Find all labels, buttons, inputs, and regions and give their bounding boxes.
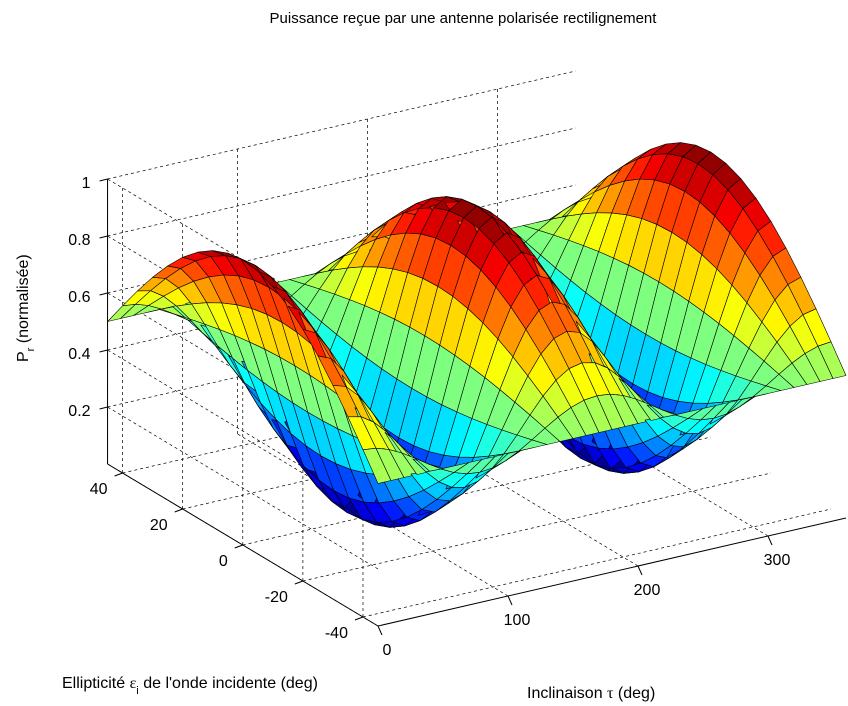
y-tick-mark [294, 580, 304, 585]
tick-labels: 0 100 200 300 -40 -20 0 20 40 0.2 0.4 0.6 0.8 1 [68, 175, 790, 659]
y-tick-label: -20 [265, 589, 288, 606]
y-tick-mark [354, 616, 364, 621]
surface-patch [817, 341, 847, 379]
surface-mesh [107, 142, 847, 528]
z-tick-mark [99, 235, 108, 239]
grid-line [107, 70, 576, 180]
x-tick-mark [767, 535, 773, 546]
y-axis-label: Ellipticité εi de l'onde incidente (deg) [62, 675, 318, 697]
y-tick-label: -40 [325, 625, 348, 642]
grid-line [362, 508, 832, 618]
x-tick-label: 100 [504, 612, 531, 629]
y-tick-label: 40 [90, 481, 108, 498]
grid-line [107, 127, 576, 237]
x-tick-label: 200 [634, 582, 661, 599]
y-tick-label: 0 [219, 553, 228, 570]
z-axis-label: Pr (normalisée) [15, 254, 37, 362]
grid-line [242, 436, 711, 546]
z-tick-label: 0.2 [68, 403, 90, 420]
z-tick-label: 1 [82, 175, 91, 192]
z-tick-mark [99, 406, 108, 410]
z-tick-mark [99, 349, 108, 353]
x-tick-label: 0 [383, 642, 392, 659]
z-tick-label: 0.4 [68, 346, 90, 363]
x-tick-mark [637, 565, 643, 576]
chart-title: Puissance reçue par une antenne polarisé… [270, 10, 658, 27]
x-tick-mark [507, 595, 513, 606]
grid-line [302, 472, 771, 582]
y-tick-mark [234, 544, 243, 549]
z-tick-mark [99, 178, 108, 182]
y-tick-label: 20 [150, 517, 168, 534]
z-tick-label: 0.6 [68, 289, 90, 306]
y-tick-mark [174, 508, 183, 513]
z-tick-mark [99, 292, 108, 296]
x-axis-label: Inclinaison τ (deg) [527, 685, 655, 702]
x-tick-mark [377, 625, 383, 636]
x-tick-label: 300 [764, 552, 791, 569]
z-tick-label: 0.8 [68, 232, 90, 249]
axes-lines [99, 178, 847, 636]
x-axis-line [377, 517, 847, 627]
y-tick-mark [114, 472, 123, 477]
